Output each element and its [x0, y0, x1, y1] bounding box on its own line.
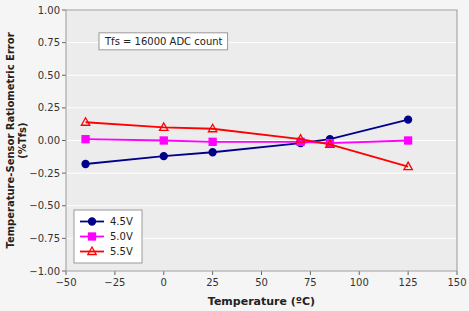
tick-mark [62, 238, 66, 239]
point [326, 140, 333, 147]
tick-label: −25 [104, 277, 125, 288]
tick-label: 25 [206, 277, 219, 288]
tick-label: −1.00 [29, 266, 60, 277]
point [405, 116, 412, 123]
point [82, 136, 89, 143]
point [405, 137, 412, 144]
tick-mark [408, 271, 409, 275]
series-line [86, 122, 409, 166]
point [82, 160, 89, 167]
tick-label: 0.00 [38, 135, 60, 146]
grid-line [66, 173, 457, 174]
legend: 4.5V 5.0V 5.5V [74, 210, 142, 263]
tick-mark [62, 205, 66, 206]
tick-label: 125 [399, 277, 418, 288]
tick-label: −50 [55, 277, 76, 288]
point [404, 162, 412, 170]
legend-label: 5.0V [110, 231, 133, 242]
tick-mark [163, 271, 164, 275]
tick-label: 0 [161, 277, 167, 288]
tick-mark [114, 271, 115, 275]
tick-label: 1.00 [38, 5, 60, 16]
point [81, 118, 89, 126]
legend-marker [88, 247, 96, 255]
y-axis-label-line: (%Tfs) [17, 122, 28, 158]
tick-mark [62, 271, 66, 272]
tick-mark [457, 271, 458, 275]
tick-mark [62, 10, 66, 11]
tick-label: 100 [350, 277, 369, 288]
tick-label: 50 [255, 277, 268, 288]
chart: −1.00 −0.75 −0.50 −0.25 0.00 0.25 0.50 0.75 1.00… [0, 0, 469, 311]
tick-mark [66, 271, 67, 275]
point [209, 149, 216, 156]
tick-label: 0.50 [38, 70, 60, 81]
tick-mark [261, 271, 262, 275]
annotation-box [99, 33, 228, 50]
plot-area [66, 10, 457, 271]
tick-mark [62, 42, 66, 43]
series-line [86, 139, 409, 143]
point [160, 153, 167, 160]
x-axis-label: Temperature (ºC) [208, 295, 315, 308]
y-axis-label-line: Temperature-Sensor Ratiometric Error [5, 32, 16, 248]
tick-label: −0.75 [29, 233, 60, 244]
annotation-text: Tfs = 16000 ADC count [104, 36, 223, 47]
point [209, 138, 216, 145]
point [326, 140, 334, 148]
tick-mark [62, 107, 66, 108]
tick-mark [62, 173, 66, 174]
tick-label: 150 [447, 277, 466, 288]
legend-marker [89, 218, 96, 225]
point [296, 135, 304, 143]
tick-mark [212, 271, 213, 275]
legend-marker [89, 233, 96, 240]
series-group [81, 116, 412, 169]
legend-line [80, 251, 104, 253]
y-axis-label: Temperature-Sensor Ratiometric Error(%Tf… [5, 32, 28, 248]
tick-mark [359, 271, 360, 275]
tick-mark [62, 140, 66, 141]
tick-label: −0.25 [29, 168, 60, 179]
point [208, 124, 216, 132]
grid-line [66, 107, 457, 108]
point [160, 123, 168, 131]
point [160, 137, 167, 144]
annotation: Tfs = 16000 ADC count [99, 33, 228, 50]
grid-line [66, 205, 457, 206]
tick-label: 0.25 [38, 102, 60, 113]
legend-box [74, 210, 142, 263]
tick-label: −0.50 [29, 200, 60, 211]
tick-mark [310, 271, 311, 275]
legend-label: 5.5V [110, 246, 133, 257]
tick-label: 75 [304, 277, 317, 288]
tick-label: 0.75 [38, 37, 60, 48]
plot-frame [66, 10, 457, 271]
grid-line [66, 75, 457, 76]
legend-label: 4.5V [110, 216, 133, 227]
tick-mark [62, 75, 66, 76]
